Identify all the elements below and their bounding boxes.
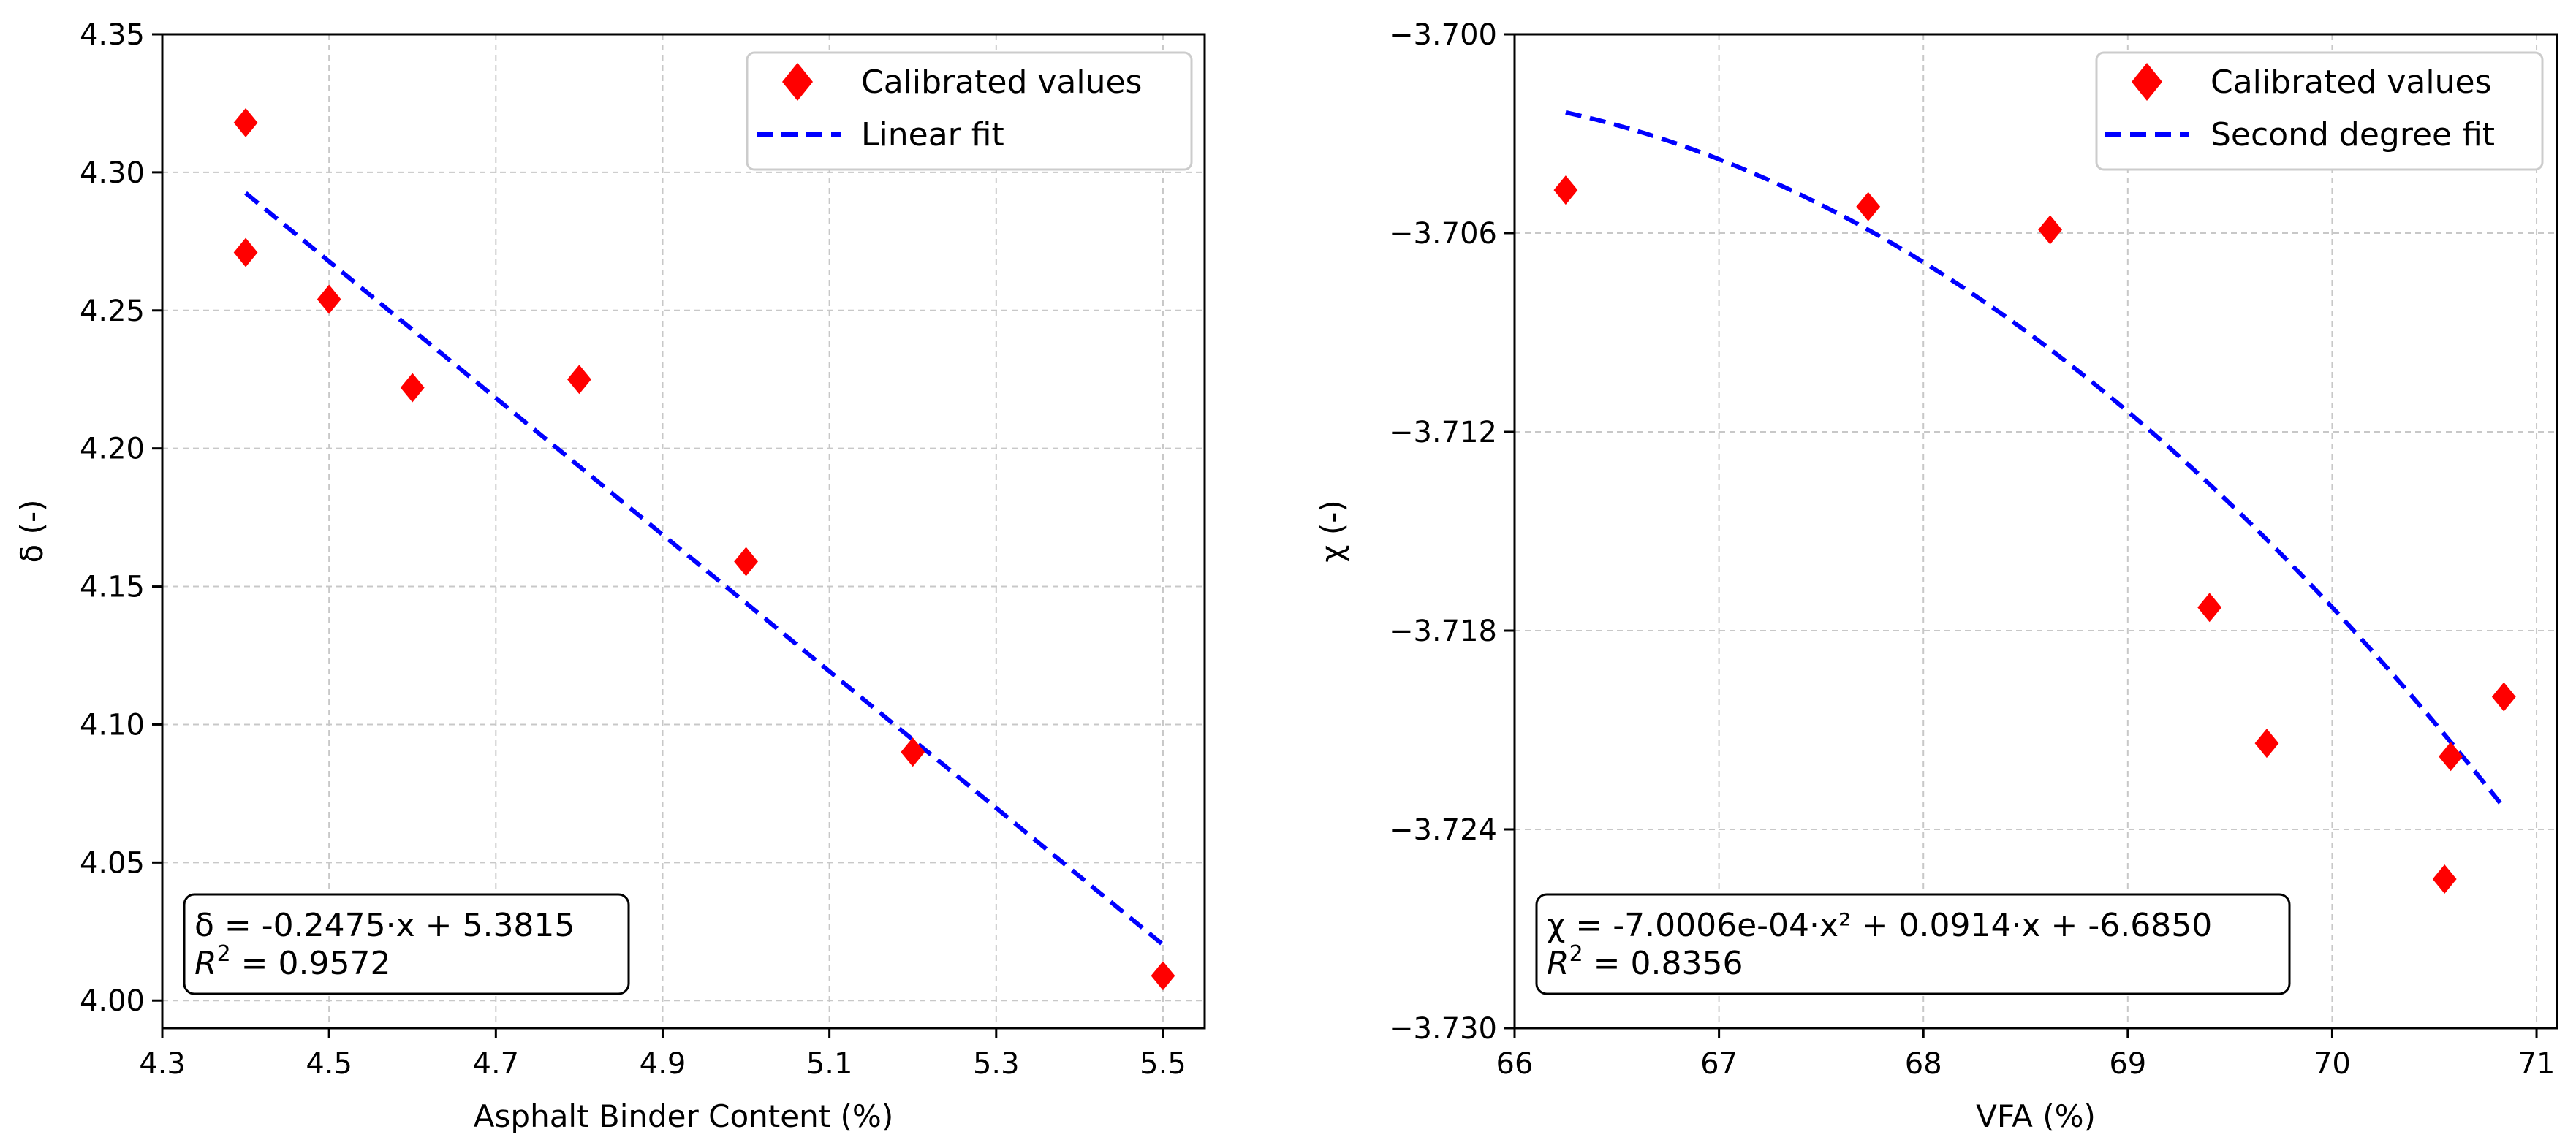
x-tick-label: 71 — [2518, 1047, 2556, 1081]
equation-annotation: δ = -0.2475·x + 5.3815 R2 = 0.9572 — [183, 893, 630, 995]
data-point — [317, 284, 341, 314]
data-point — [2491, 682, 2516, 712]
y-tick-label: 4.20 — [80, 433, 145, 466]
data-point — [1553, 175, 1578, 205]
legend: Calibrated values Linear fit — [746, 51, 1193, 171]
y-tick-label: 4.15 — [80, 571, 145, 604]
y-ticks: −3.730 −3.724 −3.718 −3.712 −3.706 −3.700 — [1389, 18, 1515, 1046]
y-axis-label: χ (-) — [1314, 500, 1350, 563]
y-tick-label: 4.00 — [80, 984, 145, 1018]
data-point — [1151, 961, 1175, 991]
equation-annotation: χ = -7.0006e-04·x² + 0.0914·x + -6.6850 … — [1535, 893, 2291, 995]
x-tick-label: 68 — [1905, 1047, 1942, 1081]
equation-text: δ = -0.2475·x + 5.3815 — [194, 907, 575, 944]
legend-marker-diamond-icon — [2132, 63, 2162, 101]
data-point — [400, 373, 425, 403]
legend-label-calibrated: Calibrated values — [861, 64, 1142, 101]
y-tick-label: −3.700 — [1389, 18, 1497, 52]
y-tick-label: 4.10 — [80, 708, 145, 742]
fit-line — [1565, 110, 2506, 809]
grid — [1514, 34, 2557, 1029]
legend-box — [746, 51, 1193, 171]
y-tick-label: 4.35 — [80, 18, 145, 52]
y-axis-label: δ (-) — [14, 500, 50, 563]
r-squared-text: R2 = 0.8356 — [1547, 941, 1743, 982]
data-point — [901, 737, 925, 767]
points-layer — [233, 107, 1175, 991]
x-tick-label: 5.5 — [1140, 1047, 1186, 1081]
plot-frame — [1513, 33, 2558, 1030]
y-tick-label: −3.724 — [1389, 813, 1497, 847]
legend-marker-diamond-icon — [782, 63, 813, 101]
x-tick-label: 70 — [2314, 1047, 2351, 1081]
legend-box — [2095, 51, 2544, 171]
plot-frame — [161, 33, 1206, 1030]
data-point — [2197, 593, 2222, 623]
x-tick-label: 5.1 — [806, 1047, 853, 1081]
fit-layer — [1565, 110, 2506, 809]
data-point — [734, 547, 758, 577]
data-point — [1856, 191, 1881, 221]
legend-label-fit: Linear fit — [861, 116, 1004, 153]
y-ticks: 4.00 4.05 4.10 4.15 4.20 4.25 4.30 4.35 — [80, 18, 162, 1018]
equation-box — [183, 893, 630, 995]
chart-delta-vs-binder-content: 4.3 4.5 4.7 4.9 5.1 5.3 5.5 4.004.054.104.154.… — [14, 18, 1206, 1134]
y-tick-label: −3.712 — [1389, 416, 1497, 449]
x-axis-label: VFA (%) — [1976, 1098, 2096, 1134]
legend: Calibrated values Second degree fit — [2095, 51, 2544, 171]
data-point — [233, 107, 258, 137]
data-point — [2038, 215, 2062, 245]
y-tick-label: −3.730 — [1389, 1012, 1497, 1046]
equation-text: χ = -7.0006e-04·x² + 0.0914·x + -6.6850 — [1547, 907, 2212, 944]
grid — [162, 34, 1205, 1028]
chart-chi-vs-vfa: 66 67 68 69 70 71 −3.730−3.724−3.718−3.712−3.… — [1314, 18, 2558, 1134]
y-tick-label: 4.05 — [80, 846, 145, 880]
x-tick-label: 69 — [2109, 1047, 2146, 1081]
data-point — [567, 365, 591, 395]
fit-line — [244, 191, 1164, 947]
x-axis-label: Asphalt Binder Content (%) — [474, 1098, 893, 1134]
equation-box — [1535, 893, 2291, 995]
fit-layer — [244, 191, 1164, 947]
x-tick-label: 66 — [1496, 1047, 1534, 1081]
x-tick-label: 4.7 — [473, 1047, 520, 1081]
data-point — [2439, 742, 2463, 772]
x-tick-label: 4.9 — [640, 1047, 686, 1081]
y-tick-label: 4.25 — [80, 294, 145, 328]
x-tick-label: 4.3 — [139, 1047, 186, 1081]
y-tick-label: −3.706 — [1389, 217, 1497, 251]
x-ticks: 66 67 68 69 70 71 — [1496, 1028, 2556, 1081]
x-tick-label: 4.5 — [306, 1047, 352, 1081]
y-tick-label: −3.718 — [1389, 615, 1497, 648]
data-point — [2432, 864, 2457, 894]
x-tick-label: 67 — [1700, 1047, 1738, 1081]
points-layer — [1553, 175, 2516, 894]
y-tick-label: 4.30 — [80, 156, 145, 190]
data-point — [2254, 729, 2279, 759]
legend-label-calibrated: Calibrated values — [2211, 64, 2491, 101]
x-ticks: 4.3 4.5 4.7 4.9 5.1 5.3 5.5 — [139, 1028, 1186, 1081]
data-point — [233, 237, 258, 267]
r-squared-text: R2 = 0.9572 — [194, 941, 390, 982]
x-tick-label: 5.3 — [973, 1047, 1020, 1081]
legend-label-fit: Second degree fit — [2211, 116, 2495, 153]
